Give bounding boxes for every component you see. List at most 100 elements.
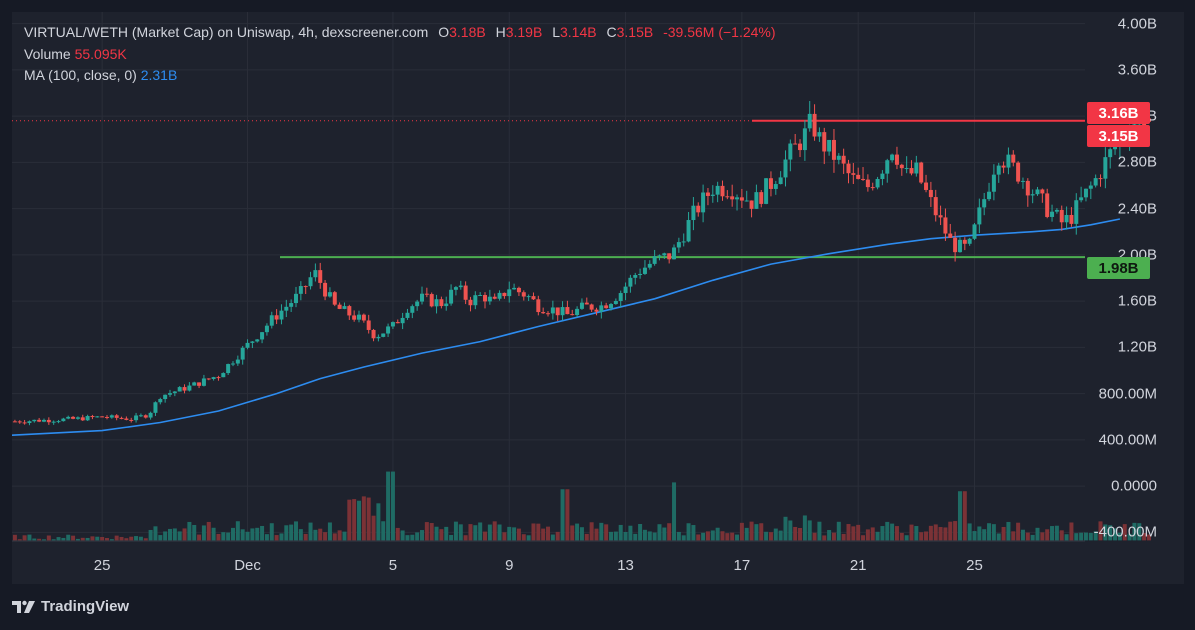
candle-body — [667, 253, 672, 260]
candle-body — [512, 287, 517, 290]
volume-bar — [710, 530, 715, 541]
candle-body — [167, 393, 172, 395]
volume-bar — [323, 532, 328, 541]
candle-body — [943, 217, 948, 234]
candle-body — [914, 162, 919, 174]
candle-body — [37, 419, 42, 422]
candle-body — [715, 185, 720, 195]
volume-bar — [483, 531, 488, 541]
volume-bar — [705, 531, 710, 541]
volume-bar — [1059, 530, 1064, 541]
volume-bar — [429, 523, 434, 541]
volume-bar — [894, 526, 899, 541]
volume-bar — [550, 534, 555, 541]
candle-body — [565, 307, 570, 315]
candle-body — [197, 382, 202, 386]
volume-bar — [1006, 521, 1011, 541]
volume-bar — [991, 524, 996, 541]
candle-body — [289, 303, 294, 307]
volume-bar — [822, 535, 827, 541]
candle-body — [904, 168, 909, 170]
volume-bar — [187, 521, 192, 541]
candle-body — [1045, 193, 1050, 217]
volume-bar — [865, 529, 870, 541]
high-label: H — [495, 24, 506, 40]
candle-body — [143, 415, 148, 418]
candle-body — [134, 415, 139, 421]
candle-body — [1093, 178, 1098, 186]
candle-body — [773, 184, 778, 189]
price-tick-label: 1.60B — [1117, 292, 1157, 310]
volume-bar — [982, 529, 987, 541]
volume-bar — [439, 529, 444, 541]
volume-bar — [768, 532, 773, 541]
high-value: 3.19B — [505, 24, 543, 40]
candle-body — [308, 277, 313, 287]
candle-body — [691, 205, 696, 221]
volume-bar — [841, 533, 846, 541]
volume-bar — [657, 524, 662, 541]
volume-bar — [177, 531, 182, 541]
candle-body — [22, 422, 27, 424]
candle-body — [453, 287, 458, 290]
candle-body — [672, 247, 677, 260]
volume-bar — [1030, 534, 1035, 541]
candle-body — [836, 155, 841, 160]
candle-body — [977, 207, 982, 225]
candle-body — [473, 295, 478, 306]
ma-label: MA (100, close, 0) — [24, 67, 137, 83]
candle-body — [1113, 146, 1118, 150]
candle-body — [831, 139, 836, 160]
volume-bar — [870, 527, 875, 541]
open-value: 3.18B — [449, 24, 486, 40]
candle-body — [933, 197, 938, 216]
volume-bar — [260, 525, 265, 541]
candle-body — [521, 292, 526, 297]
candle-body — [1050, 211, 1055, 217]
candle-body — [294, 293, 299, 304]
volume-bar — [802, 515, 807, 541]
candle-body — [846, 163, 851, 174]
candle-body — [487, 296, 492, 302]
volume-bar — [957, 491, 962, 541]
volume-bar — [80, 537, 85, 541]
volume-bar — [507, 526, 512, 541]
volume-bar — [759, 523, 764, 541]
chart-area[interactable]: VIRTUAL/WETH (Market Cap) on Uniswap, 4h… — [12, 12, 1184, 584]
candle-body — [109, 415, 114, 418]
candle-body — [420, 293, 425, 302]
candle-body — [395, 322, 400, 324]
candle-body — [114, 415, 119, 418]
volume-bar — [284, 525, 289, 541]
ma-value: 2.31B — [140, 67, 178, 83]
volume-bar — [1083, 532, 1088, 541]
candle-body — [555, 307, 560, 316]
candle-body — [158, 399, 163, 403]
candle-body — [754, 192, 759, 209]
candle-body — [71, 416, 76, 419]
volume-bar — [967, 523, 972, 541]
low-value: 3.14B — [560, 24, 597, 40]
candle-body — [1064, 214, 1069, 223]
candle-body — [478, 295, 483, 297]
volume-bar — [764, 531, 769, 541]
tradingview-logo[interactable]: TradingView — [12, 598, 129, 615]
chart-canvas[interactable] — [12, 12, 1184, 584]
volume-bar — [691, 525, 696, 541]
volume-bar — [604, 524, 609, 541]
candle-body — [870, 187, 875, 189]
candle-body — [638, 273, 643, 276]
volume-bar — [95, 536, 100, 541]
volume-bar — [565, 489, 570, 541]
candle-body — [676, 242, 681, 248]
volume-bar — [386, 471, 391, 541]
legend-ohlc: VIRTUAL/WETH (Market Cap) on Uniswap, 4h… — [24, 23, 776, 41]
volume-bar — [730, 532, 735, 541]
candle-body — [778, 177, 783, 185]
candle-body — [386, 326, 391, 334]
volume-bar — [134, 536, 139, 541]
candle-body — [318, 270, 323, 283]
volume-bar — [352, 499, 357, 541]
candle-body — [1083, 188, 1088, 198]
volume-bar — [880, 526, 885, 541]
